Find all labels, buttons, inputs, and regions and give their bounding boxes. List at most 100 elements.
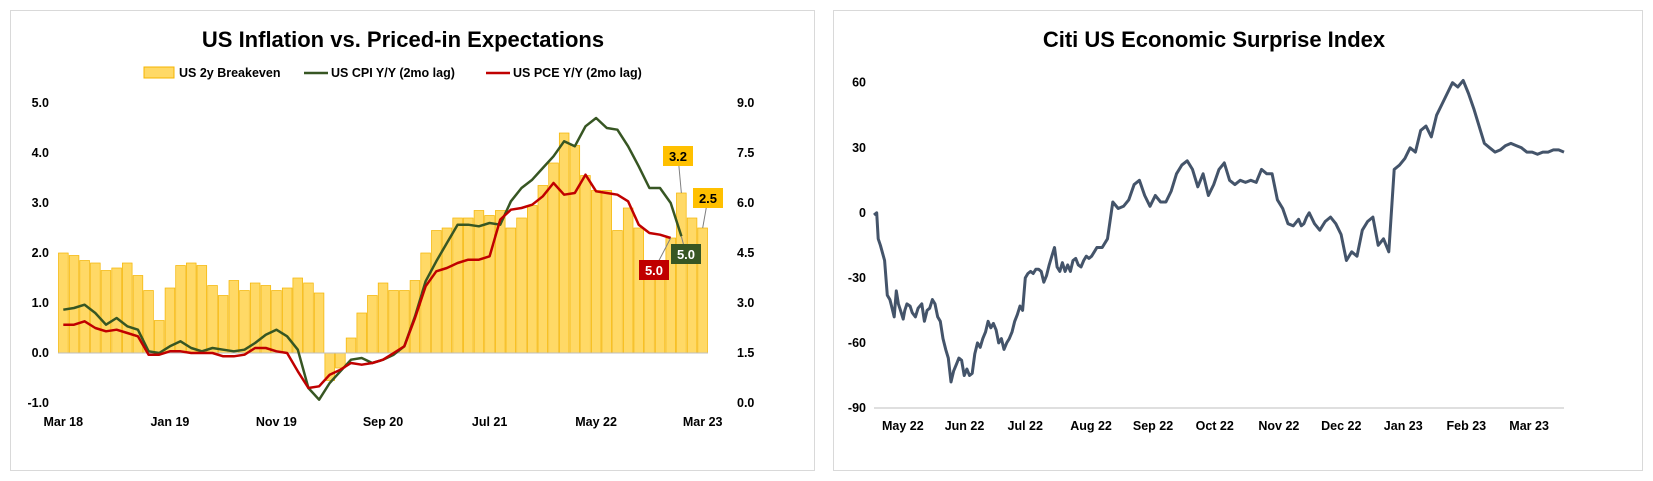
x-tick-label: Aug 22 xyxy=(1070,419,1112,433)
breakeven-bar xyxy=(292,277,303,354)
breakeven-bar xyxy=(558,132,570,354)
right-y-tick-label: 9.0 xyxy=(737,96,754,110)
breakeven-bar xyxy=(622,207,634,354)
breakeven-bar xyxy=(580,175,591,354)
x-tick-label: Feb 23 xyxy=(1447,419,1487,433)
surprise-chart: Citi US Economic Surprise Index 60 30 0 -30… xyxy=(848,27,1565,433)
x-tick-label: Jun 22 xyxy=(945,419,985,433)
y-axis-ticks: 60 30 0 -30 -60 -90 xyxy=(848,76,866,415)
x-tick-label: Jan 23 xyxy=(1384,419,1423,433)
x-tick-label: Sep 22 xyxy=(1133,419,1173,433)
breakeven-bar xyxy=(335,352,346,369)
breakeven-bar xyxy=(388,290,399,354)
breakeven-bar xyxy=(686,217,698,354)
callout-box xyxy=(693,188,723,208)
breakeven-bar xyxy=(644,270,655,354)
right-y-tick-label: 7.5 xyxy=(737,146,754,160)
breakeven-bars xyxy=(58,132,708,381)
right-y-tick-label: 0.0 xyxy=(737,396,754,410)
plot-wrapper: May 22 Jun 22 Jul 22 Aug 22 Sep 22 Oct 22 Nov … xyxy=(873,79,1565,433)
breakeven-bar xyxy=(367,295,378,354)
breakeven-bar xyxy=(516,217,527,354)
breakeven-bar xyxy=(463,217,474,354)
callout-label: 3.2 xyxy=(669,149,687,164)
x-tick-label: Jul 22 xyxy=(1008,419,1043,433)
breakeven-bar xyxy=(281,287,293,354)
inflation-chart: US Inflation vs. Priced-in Expectations … xyxy=(27,27,754,429)
breakeven-bar xyxy=(100,270,112,354)
breakeven-bar xyxy=(527,205,538,354)
x-tick-label: Jan 19 xyxy=(150,415,189,429)
breakeven-bar xyxy=(345,337,357,354)
breakeven-bar xyxy=(228,280,240,354)
x-tick-label: Jul 21 xyxy=(472,415,507,429)
breakeven-bar xyxy=(68,255,80,354)
breakeven-bar xyxy=(164,287,176,354)
y-tick-label: -60 xyxy=(848,336,866,350)
right-y-tick-label: 1.5 xyxy=(737,346,754,360)
breakeven-bar xyxy=(377,282,389,354)
x-tick-label: Nov 22 xyxy=(1258,419,1299,433)
callout-label: 5.0 xyxy=(645,263,663,278)
breakeven-bar xyxy=(484,215,495,354)
x-tick-label: Dec 22 xyxy=(1321,419,1361,433)
breakeven-bar xyxy=(207,285,218,354)
right-y-tick-label: 6.0 xyxy=(737,196,754,210)
legend-label-pce: US PCE Y/Y (2mo lag) xyxy=(513,66,642,80)
breakeven-bar xyxy=(431,230,442,354)
x-tick-label: Mar 18 xyxy=(43,415,83,429)
breakeven-bar xyxy=(186,262,197,354)
breakeven-bar xyxy=(111,267,122,354)
x-tick-label: Mar 23 xyxy=(1509,419,1549,433)
x-tick-label: Mar 23 xyxy=(683,415,723,429)
breakeven-bar xyxy=(612,230,623,354)
left-y-axis-ticks: 5.0 4.0 3.0 2.0 1.0 0.0 -1.0 xyxy=(27,96,49,410)
left-y-tick-label: 4.0 xyxy=(32,146,49,160)
y-tick-label: 30 xyxy=(852,141,866,155)
left-y-tick-label: 2.0 xyxy=(32,246,49,260)
left-y-tick-label: 5.0 xyxy=(32,96,49,110)
pce-line xyxy=(63,173,672,390)
left-y-tick-label: 1.0 xyxy=(32,296,49,310)
x-axis-ticks: Mar 18 Jan 19 Nov 19 Sep 20 Jul 21 May 22 Mar … xyxy=(43,415,722,429)
surprise-index-line xyxy=(873,79,1565,384)
breakeven-bar xyxy=(548,162,559,354)
callout-label: 5.0 xyxy=(677,247,695,262)
breakeven-bar xyxy=(260,285,272,354)
x-tick-label: Nov 19 xyxy=(256,415,297,429)
legend-label-breakeven: US 2y Breakeven xyxy=(179,66,280,80)
inflation-chart-panel: US Inflation vs. Priced-in Expectations … xyxy=(10,10,815,471)
y-tick-label: 0 xyxy=(859,206,866,220)
breakeven-bar xyxy=(601,190,612,354)
breakeven-bar xyxy=(175,265,186,354)
right-y-tick-label: 3.0 xyxy=(737,296,754,310)
breakeven-bar xyxy=(303,282,314,354)
surprise-chart-panel: Citi US Economic Surprise Index 60 30 0 -30… xyxy=(833,10,1643,471)
breakeven-bar xyxy=(473,210,485,354)
right-y-tick-label: 4.5 xyxy=(737,246,754,260)
legend: US 2y Breakeven US CPI Y/Y (2mo lag) US … xyxy=(143,66,642,80)
y-tick-label: 60 xyxy=(852,76,866,90)
legend-label-cpi: US CPI Y/Y (2mo lag) xyxy=(331,66,455,80)
breakeven-bar xyxy=(537,185,549,354)
x-tick-label: May 22 xyxy=(882,419,924,433)
breakeven-bar xyxy=(633,227,644,354)
x-tick-label: Sep 20 xyxy=(363,415,403,429)
chart-title: Citi US Economic Surprise Index xyxy=(1043,27,1386,52)
chart-title: US Inflation vs. Priced-in Expectations xyxy=(202,27,604,52)
y-tick-label: -90 xyxy=(848,401,866,415)
legend-swatch-breakeven xyxy=(143,66,175,79)
breakeven-bar xyxy=(452,217,463,354)
breakeven-bar xyxy=(356,312,367,354)
breakeven-bar xyxy=(654,270,666,354)
callout-box xyxy=(639,260,669,280)
x-tick-label: Oct 22 xyxy=(1196,419,1234,433)
left-y-tick-label: 0.0 xyxy=(32,346,49,360)
callout-box xyxy=(663,146,693,166)
callout-box xyxy=(671,244,701,264)
breakeven-bar xyxy=(122,262,133,354)
x-axis-ticks: May 22 Jun 22 Jul 22 Aug 22 Sep 22 Oct 22 Nov … xyxy=(882,419,1549,433)
right-y-axis-ticks: 9.0 7.5 6.0 4.5 3.0 1.5 0.0 xyxy=(737,96,754,410)
breakeven-bar xyxy=(569,145,581,354)
breakeven-bar xyxy=(58,252,69,354)
